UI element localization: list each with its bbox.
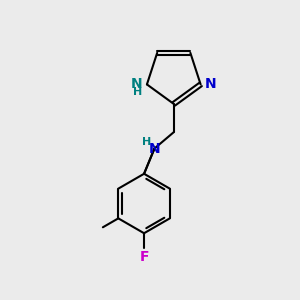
Text: H: H	[133, 87, 142, 97]
Text: N: N	[205, 77, 217, 92]
Text: H: H	[142, 137, 151, 147]
Text: N: N	[148, 142, 160, 155]
Text: F: F	[139, 250, 149, 264]
Text: N: N	[131, 77, 142, 92]
